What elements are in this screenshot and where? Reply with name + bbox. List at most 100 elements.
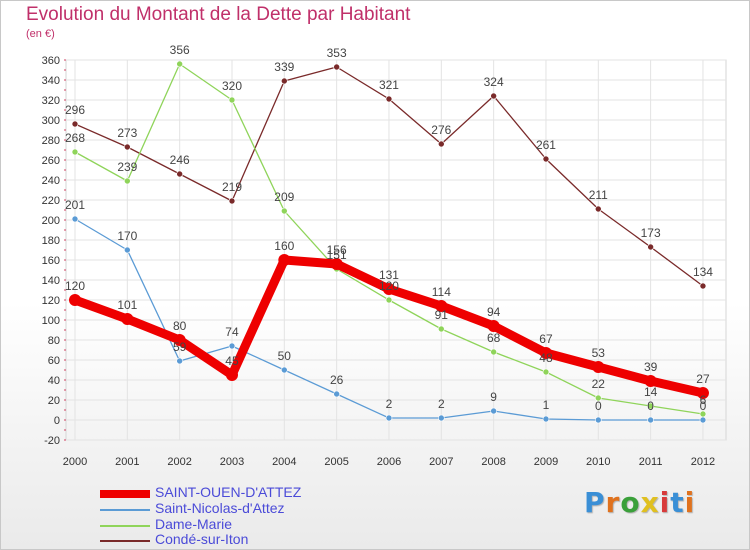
data-label: 120 xyxy=(379,279,399,293)
data-label: 59 xyxy=(173,340,187,354)
data-label: 134 xyxy=(693,265,713,279)
data-label: 156 xyxy=(327,243,347,257)
data-point xyxy=(490,348,497,356)
legend-swatch xyxy=(100,525,150,527)
data-point xyxy=(71,120,79,128)
x-tick-label: 2008 xyxy=(481,456,505,468)
data-label: 1 xyxy=(543,398,550,412)
y-tick-label: 20 xyxy=(48,395,60,407)
y-tick-label: 220 xyxy=(42,195,60,207)
data-point xyxy=(173,334,186,346)
data-point xyxy=(542,415,550,423)
data-point xyxy=(333,63,340,71)
legend-label: Condé-sur-Iton xyxy=(155,531,249,547)
data-point xyxy=(435,300,448,312)
data-label: 94 xyxy=(487,305,501,319)
y-tick-label: 160 xyxy=(42,255,60,267)
y-tick-label: 240 xyxy=(42,175,60,187)
y-tick-label: 260 xyxy=(42,155,60,167)
data-label: 53 xyxy=(592,346,606,360)
data-label: 39 xyxy=(644,360,658,374)
y-tick-label: 280 xyxy=(42,135,60,147)
plot-border xyxy=(65,59,727,441)
data-point xyxy=(382,283,395,295)
data-point xyxy=(490,407,497,415)
data-label: 26 xyxy=(330,373,344,387)
data-label: 296 xyxy=(65,103,85,117)
logo-letter: t xyxy=(670,486,685,519)
data-point xyxy=(542,155,550,163)
y-tick-label: 140 xyxy=(42,275,60,287)
data-point xyxy=(438,325,445,333)
y-axis: -20 0 20 40 60 80 100 120 140 160 180 200 220 240 260 2… xyxy=(42,55,66,447)
data-label: 22 xyxy=(592,377,606,391)
logo-letter: P xyxy=(584,486,606,519)
x-tick-label: 2010 xyxy=(586,456,610,468)
data-label: 173 xyxy=(641,226,661,240)
data-label: 50 xyxy=(278,349,292,363)
data-label: 273 xyxy=(117,126,137,140)
data-label: 320 xyxy=(222,79,242,93)
data-point xyxy=(71,148,79,156)
data-label: 101 xyxy=(117,298,137,312)
x-tick-label: 2011 xyxy=(639,456,663,468)
y-tick-label: 200 xyxy=(42,215,60,227)
y-tick-label: 120 xyxy=(42,295,60,307)
proxiti-logo: Proxiti xyxy=(584,486,695,519)
data-point xyxy=(438,414,445,422)
data-point xyxy=(490,92,497,100)
data-point xyxy=(438,140,445,148)
data-point xyxy=(385,95,393,103)
y-tick-label: 180 xyxy=(42,235,60,247)
data-point xyxy=(228,197,236,205)
data-point xyxy=(594,394,602,402)
data-label: 6 xyxy=(700,393,707,407)
data-label: 239 xyxy=(117,160,137,174)
data-label: 353 xyxy=(327,46,347,60)
data-label: 0 xyxy=(647,399,654,413)
data-point xyxy=(281,207,288,215)
data-label: 14 xyxy=(644,385,658,399)
data-label: 27 xyxy=(696,372,710,386)
data-label: 339 xyxy=(274,60,294,74)
data-point xyxy=(385,296,393,304)
legend-label: SAINT-OUEN-D'ATTEZ xyxy=(155,484,302,500)
logo-letter: i xyxy=(684,486,696,519)
data-point xyxy=(121,313,134,325)
data-point xyxy=(124,143,131,151)
data-point xyxy=(176,357,183,365)
legend-label: Dame-Marie xyxy=(155,516,233,532)
x-tick-label: 2005 xyxy=(324,456,348,468)
data-point xyxy=(228,342,236,350)
data-label: 219 xyxy=(222,180,242,194)
data-point xyxy=(333,390,340,398)
data-label: 261 xyxy=(536,138,556,152)
x-tick-label: 2006 xyxy=(377,456,401,468)
legend-swatch xyxy=(100,509,150,511)
x-tick-label: 2012 xyxy=(691,456,715,468)
data-point xyxy=(647,243,654,251)
y-tick-label: 300 xyxy=(42,115,60,127)
data-point xyxy=(647,416,654,424)
y-tick-label: 320 xyxy=(42,95,60,107)
data-point xyxy=(330,258,343,270)
series-layer xyxy=(69,60,709,424)
data-label: 321 xyxy=(379,78,399,92)
data-label: 209 xyxy=(274,190,294,204)
y-tick-label: 340 xyxy=(42,75,60,87)
x-tick-label: 2000 xyxy=(63,456,87,468)
data-label: 67 xyxy=(539,332,553,346)
data-label: 268 xyxy=(65,131,85,145)
data-label: 2 xyxy=(386,397,393,411)
data-point xyxy=(69,294,81,306)
x-tick-label: 2003 xyxy=(220,456,244,468)
y-tick-label: 60 xyxy=(48,355,60,367)
data-label: 80 xyxy=(173,319,187,333)
chart-subtitle: (en €) xyxy=(26,28,55,40)
data-label: 201 xyxy=(65,198,85,212)
data-label: 120 xyxy=(65,279,85,293)
data-point xyxy=(647,402,654,410)
data-point xyxy=(176,170,183,178)
data-label: 170 xyxy=(117,229,137,243)
